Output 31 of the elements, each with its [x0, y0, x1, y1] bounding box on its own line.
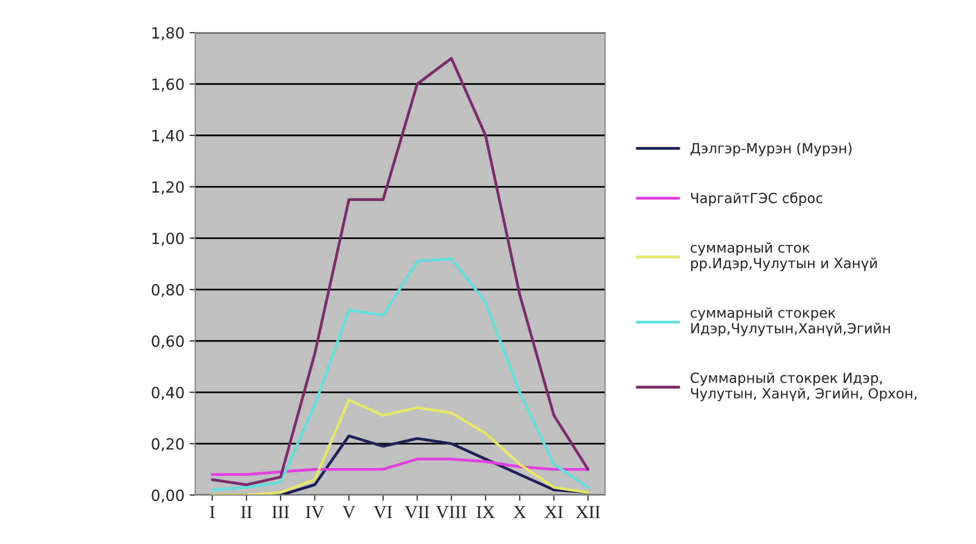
x-tick-label: VI	[374, 506, 392, 518]
x-tick-label: XI	[544, 506, 563, 518]
x-tick-label: III	[272, 506, 289, 518]
line-series	[210, 458, 590, 476]
y-tick-label: 1,20	[152, 181, 184, 194]
legend-label: суммарный стокрек Идэр,Чулутын,Ханүй,Эгийн	[690, 307, 890, 336]
x-tick-label: XII	[576, 506, 600, 518]
y-tick-label: 1,00	[152, 232, 184, 246]
legend-label: Дэлгэр-Мурэн (Мурэн)	[690, 142, 852, 156]
y-tick-label: 0,60	[152, 335, 184, 348]
legend-label: ЧаргайтГЭС сброс	[691, 192, 822, 206]
y-tick-label: 0,40	[152, 386, 184, 400]
line-series	[210, 398, 590, 496]
legend-label: Суммарный стокрек Идэр, Чулутын, Ханүй, Эгийн, Орхон,	[690, 372, 916, 402]
line-series	[210, 257, 590, 492]
legend-label: суммарный сток рр.Идэр,Чулутын и Ханүй	[690, 242, 877, 272]
y-tick-label: 1,80	[152, 27, 184, 40]
x-tick-label: II	[241, 506, 252, 518]
y-tick-label: 0,00	[152, 490, 184, 503]
x-tick-label: X	[514, 506, 526, 518]
x-tick-label: IX	[476, 506, 495, 518]
x-tick-label: VIII	[436, 506, 466, 518]
x-tick-label: I	[210, 506, 215, 518]
line-series	[210, 56, 590, 486]
y-tick-label: 1,40	[152, 130, 184, 143]
x-tick-label: VII	[404, 506, 430, 518]
y-tick-label: 0,80	[152, 284, 184, 298]
x-tick-label: V	[342, 506, 356, 518]
y-tick-label: 1,60	[152, 78, 184, 92]
y-tick-label: 0,20	[152, 438, 184, 452]
x-tick-label: IV	[306, 506, 324, 518]
